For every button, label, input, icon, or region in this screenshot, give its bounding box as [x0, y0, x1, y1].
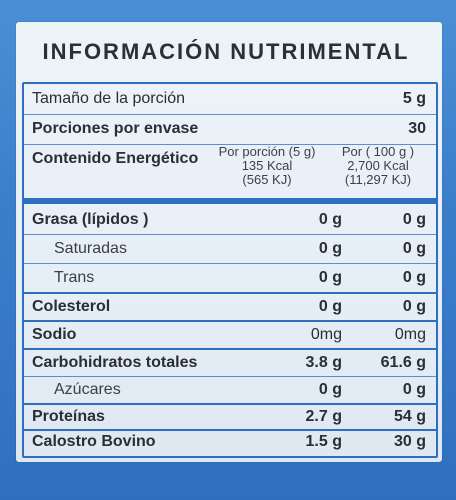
nutrient-label: Carbohidratos totales [32, 354, 198, 371]
nutrient-per-portion: 0 g [318, 211, 342, 228]
nutrient-per-portion: 0 g [318, 298, 342, 315]
separator [24, 403, 436, 405]
nutrient-per-100g: 0 g [402, 298, 426, 315]
nutrient-per-100g: 54 g [393, 408, 426, 425]
nutrient-row: Grasa (lípidos ) 0 g 0 g [24, 206, 436, 234]
nutrition-table: Tamaño de la porción 5 g Porciones por e… [22, 82, 438, 458]
nutrient-row: Carbohidratos totales 3.8 g 61.6 g [24, 350, 436, 376]
nutrient-per-100g: 0 g [402, 269, 426, 286]
nutrient-per-100g: 0 g [402, 381, 426, 398]
separator [24, 292, 436, 294]
separator [24, 348, 436, 350]
separator [24, 376, 436, 377]
nutrient-label: Grasa (lípidos ) [32, 211, 149, 228]
serving-size-label: Tamaño de la porción [32, 90, 185, 107]
energy-per-100g-header: Por ( 100 g ) [341, 144, 415, 159]
nutrient-label: Saturadas [54, 240, 127, 257]
separator [24, 114, 436, 115]
energy-per-portion-kj: (565 KJ) [242, 172, 292, 187]
separator [24, 144, 436, 145]
nutrient-label: Trans [54, 269, 95, 286]
energy-per-portion-kcal: 135 Kcal [241, 158, 293, 173]
nutrient-per-portion: 3.8 g [305, 354, 342, 371]
nutrient-per-portion: 2.7 g [305, 408, 342, 425]
energy-label: Contenido Energético [32, 150, 199, 167]
label-title: INFORMACIÓN NUTRIMENTAL [42, 39, 410, 64]
energy-row: Contenido Energético [24, 146, 436, 172]
nutrition-label-panel [16, 22, 442, 462]
nutrient-per-portion: 0 g [318, 269, 342, 286]
nutrient-per-portion: 0mg [310, 326, 342, 343]
nutrient-label: Proteínas [32, 408, 105, 425]
energy-per-100g-kj: (11,297 KJ) [344, 172, 412, 187]
nutrient-per-portion: 0 g [318, 381, 342, 398]
nutrient-label: Colesterol [32, 298, 111, 315]
nutrient-per-portion: 1.5 g [305, 433, 342, 450]
separator [24, 263, 436, 264]
nutrient-row: Azúcares 0 g 0 g [24, 377, 436, 403]
nutrient-per-portion: 0 g [318, 240, 342, 257]
nutrient-label: Azúcares [54, 381, 121, 398]
serving-size-row: Tamaño de la porción 5 g [24, 86, 436, 112]
separator-thick [24, 198, 436, 204]
nutrient-per-100g: 0 g [402, 211, 426, 228]
separator [24, 234, 436, 235]
nutrient-label: Calostro Bovino [32, 433, 156, 450]
nutrient-row: Saturadas 0 g 0 g [24, 235, 436, 263]
nutrient-per-100g: 0 g [402, 240, 426, 257]
servings-per-container-row: Porciones por envase 30 [24, 116, 436, 142]
nutrient-row: Sodio 0mg 0mg [24, 322, 436, 348]
nutrient-label: Sodio [32, 326, 77, 343]
nutrient-row: Trans 0 g 0 g [24, 264, 436, 292]
nutrient-row: Proteínas 2.7 g 54 g [24, 405, 436, 429]
energy-per-portion: Por porción (5 g) 135 Kcal (565 KJ) [202, 145, 332, 187]
energy-per-portion-header: Por porción (5 g) [218, 144, 316, 159]
nutrient-row: Calostro Bovino 1.5 g 30 g [24, 431, 436, 453]
nutrient-per-100g: 0mg [394, 326, 426, 343]
servings-per-container-label: Porciones por envase [32, 120, 199, 137]
nutrient-row: Colesterol 0 g 0 g [24, 294, 436, 320]
nutrient-per-100g: 30 g [393, 433, 426, 450]
serving-size-value: 5 g [402, 90, 426, 107]
separator [24, 320, 436, 322]
separator [24, 429, 436, 431]
servings-per-container-value: 30 [408, 120, 426, 137]
energy-per-100g-kcal: 2,700 Kcal [347, 158, 409, 173]
nutrient-per-100g: 61.6 g [380, 354, 426, 371]
energy-per-100g: Por ( 100 g ) 2,700 Kcal (11,297 KJ) [320, 145, 436, 187]
